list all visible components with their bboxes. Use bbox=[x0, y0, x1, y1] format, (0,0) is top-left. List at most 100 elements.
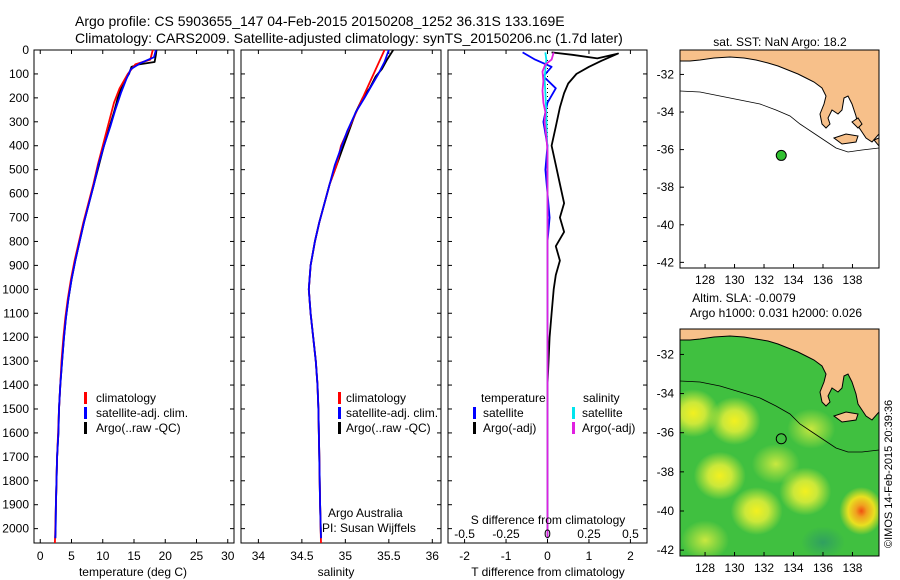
series-line-t-argo bbox=[546, 51, 619, 539]
salinity-plot-frame bbox=[240, 49, 442, 544]
sla-map-title-2: Argo h1000: 0.031 h2000: 0.026 bbox=[690, 306, 862, 320]
y-tick-label: 900 bbox=[9, 258, 29, 272]
x-tick-label: -2 bbox=[459, 549, 470, 563]
y-tick-label: 1000 bbox=[2, 282, 29, 296]
legend-label-s-argo: Argo(-adj) bbox=[582, 421, 635, 435]
sla-anomaly-blob bbox=[730, 486, 783, 535]
sla-anomaly-blob bbox=[779, 467, 832, 516]
legend-swatch-t-argo bbox=[473, 422, 476, 434]
y-tick-label: 1200 bbox=[2, 330, 29, 344]
y-tick-label: 1900 bbox=[2, 498, 29, 512]
x-tick-label: 15 bbox=[127, 549, 141, 563]
legend-label-climatology: climatology bbox=[96, 391, 156, 405]
map-y-tick-label: -38 bbox=[657, 180, 675, 194]
map-y-tick-label: -42 bbox=[657, 543, 675, 557]
legend-label-t-argo: Argo(-adj) bbox=[483, 421, 536, 435]
sla-anomaly-blob bbox=[787, 408, 836, 449]
x-tick-label: 34.5 bbox=[290, 549, 314, 563]
legend-title-salinity: salinity bbox=[583, 391, 620, 405]
difference-legend: temperature satellite Argo(-adj) salinit… bbox=[473, 391, 635, 435]
top-tick-label: 0.25 bbox=[577, 527, 601, 541]
salinity-xlabel: salinity bbox=[318, 565, 355, 579]
y-tick-label: 700 bbox=[9, 211, 29, 225]
map-x-tick-label: 138 bbox=[842, 273, 862, 287]
sla-anomaly-blob bbox=[708, 396, 761, 445]
header-line-1: Argo profile: CS 5903655_147 04-Feb-2015… bbox=[75, 13, 565, 29]
legend-label-argo: Argo(..raw -QC) bbox=[96, 421, 181, 435]
map-y-tick-label: -32 bbox=[657, 347, 675, 361]
sla-map-panel: Altim. SLA: -0.0079 Argo h1000: 0.031 h2… bbox=[657, 291, 880, 575]
map-y-tick-label: -36 bbox=[657, 143, 675, 157]
header-line-2: Climatology: CARS2009. Satellite-adjuste… bbox=[75, 30, 623, 46]
sla-anomaly-blob bbox=[800, 526, 845, 556]
y-tick-label: 1700 bbox=[2, 450, 29, 464]
map-y-tick-label: -34 bbox=[657, 105, 675, 119]
map-y-tick-label: -42 bbox=[657, 255, 675, 269]
legend-label-satellite: satellite-adj. clim. bbox=[96, 406, 188, 420]
legend-swatch-argo bbox=[338, 422, 341, 434]
map-x-tick-label: 138 bbox=[842, 561, 862, 575]
x-tick-label: 35.5 bbox=[377, 549, 401, 563]
map-x-tick-label: 136 bbox=[813, 561, 833, 575]
legend-swatch-satellite bbox=[84, 407, 87, 419]
x-tick-label: 2 bbox=[627, 549, 634, 563]
x-tick-label: 25 bbox=[190, 549, 204, 563]
temperature-legend: climatology satellite-adj. clim. Argo(..… bbox=[84, 391, 188, 435]
annotation-argo-australia: Argo Australia bbox=[328, 506, 403, 520]
legend-label-t-satellite: satellite bbox=[483, 406, 524, 420]
x-tick-label: 5 bbox=[68, 549, 75, 563]
difference-xlabel: T difference from climatology bbox=[471, 565, 625, 579]
map-x-tick-label: 130 bbox=[725, 561, 745, 575]
sla-map-title-1: Altim. SLA: -0.0079 bbox=[692, 291, 796, 305]
y-tick-label: 1400 bbox=[2, 378, 29, 392]
map-y-tick-label: -38 bbox=[657, 465, 675, 479]
y-tick-label: 100 bbox=[9, 67, 29, 81]
map-x-tick-label: 128 bbox=[695, 273, 715, 287]
y-tick-label: 400 bbox=[9, 139, 29, 153]
sst-map-title: sat. SST: NaN Argo: 18.2 bbox=[713, 35, 847, 49]
sla-shelf-contour bbox=[680, 380, 879, 453]
legend-swatch-climatology bbox=[84, 392, 87, 404]
sla-map-frame bbox=[679, 328, 880, 557]
sla-anomaly-blob bbox=[693, 451, 746, 500]
sla-anomaly-blob bbox=[839, 486, 879, 535]
map-y-tick-label: -34 bbox=[657, 387, 675, 401]
sla-land-australia bbox=[680, 329, 879, 421]
y-tick-label: 0 bbox=[22, 43, 29, 57]
map-x-tick-label: 132 bbox=[754, 561, 774, 575]
sst-map-panel: sat. SST: NaN Argo: 18.2 128 130 132 134 136… bbox=[657, 35, 880, 287]
y-tick-label: 200 bbox=[9, 91, 29, 105]
x-tick-label: 34 bbox=[252, 549, 266, 563]
legend-swatch-climatology bbox=[338, 392, 341, 404]
temperature-plot-frame bbox=[33, 49, 235, 544]
legend-label-argo: Argo(..raw -QC) bbox=[346, 421, 431, 435]
top-tick-label: 0.5 bbox=[622, 527, 639, 541]
y-tick-label: 1500 bbox=[2, 402, 29, 416]
y-tick-label: 300 bbox=[9, 115, 29, 129]
difference-panel: -2 -1 0 1 2 temperature satellite Argo(-adj)… bbox=[447, 49, 648, 579]
y-tick-label: 800 bbox=[9, 234, 29, 248]
legend-label-climatology: climatology bbox=[346, 391, 406, 405]
x-tick-label: -1 bbox=[501, 549, 512, 563]
legend-label-s-satellite: satellite bbox=[582, 406, 623, 420]
sst-argo-location-marker bbox=[775, 149, 787, 161]
legend-title-temperature: temperature bbox=[481, 391, 546, 405]
legend-swatch-s-satellite bbox=[572, 407, 575, 419]
map-y-tick-label: -36 bbox=[657, 426, 675, 440]
legend-swatch-t-satellite bbox=[473, 407, 476, 419]
map-x-tick-label: 130 bbox=[725, 273, 745, 287]
x-tick-label: 20 bbox=[159, 549, 173, 563]
temperature-panel: 0100200300400500600700800900100011001200… bbox=[2, 43, 234, 579]
legend-swatch-s-argo bbox=[572, 422, 575, 434]
imos-credit: ©IMOS 14-Feb-2015 20:39:36 bbox=[883, 400, 895, 548]
y-tick-label: 600 bbox=[9, 187, 29, 201]
salinity-panel: 34 34.5 35 35.5 36 climatology satellite-adj… bbox=[240, 49, 442, 579]
y-tick-label: 1600 bbox=[2, 426, 29, 440]
x-tick-label: 10 bbox=[96, 549, 110, 563]
top-tick-label: -0.5 bbox=[454, 527, 475, 541]
legend-swatch-argo bbox=[84, 422, 87, 434]
annotation-pi: PI: Susan Wijffels bbox=[322, 521, 416, 535]
map-y-tick-label: -40 bbox=[657, 504, 675, 518]
sla-anomaly-blob bbox=[681, 520, 730, 556]
